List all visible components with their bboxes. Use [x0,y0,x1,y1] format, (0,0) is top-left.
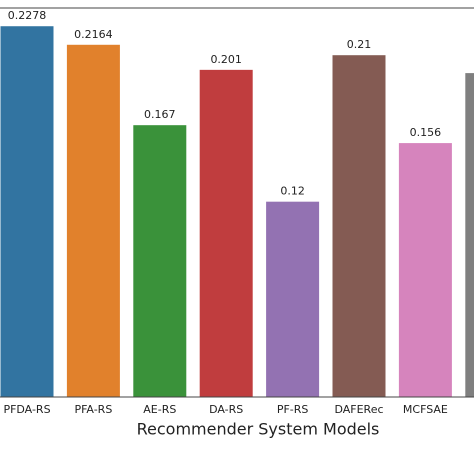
x-tick-label: PF-RS [277,403,309,416]
x-tick-label: AE-RS [143,403,176,416]
bar [332,55,386,397]
bar [266,201,320,397]
bar [465,73,474,397]
value-label: 0.12 [280,185,305,198]
bar [398,143,452,397]
bar [0,26,54,398]
value-label: 0.156 [410,126,442,139]
x-tick-label: PFDA-RS [3,403,50,416]
x-tick-label: DA-RS [209,403,243,416]
x-axis-title: Recommender System Models [137,420,380,439]
value-label: 0.2278 [8,9,47,22]
value-label: 0.21 [347,38,372,51]
value-label: 0.2164 [74,28,113,41]
value-label: 0.201 [210,53,242,66]
x-tick-label: PFA-RS [74,403,112,416]
value-label: 0.167 [144,108,176,121]
x-tick-label: MCFSAE [403,403,448,416]
bar [199,69,253,398]
bar [133,125,187,397]
x-tick-label: DAFERec [334,403,383,416]
bar [66,44,120,398]
